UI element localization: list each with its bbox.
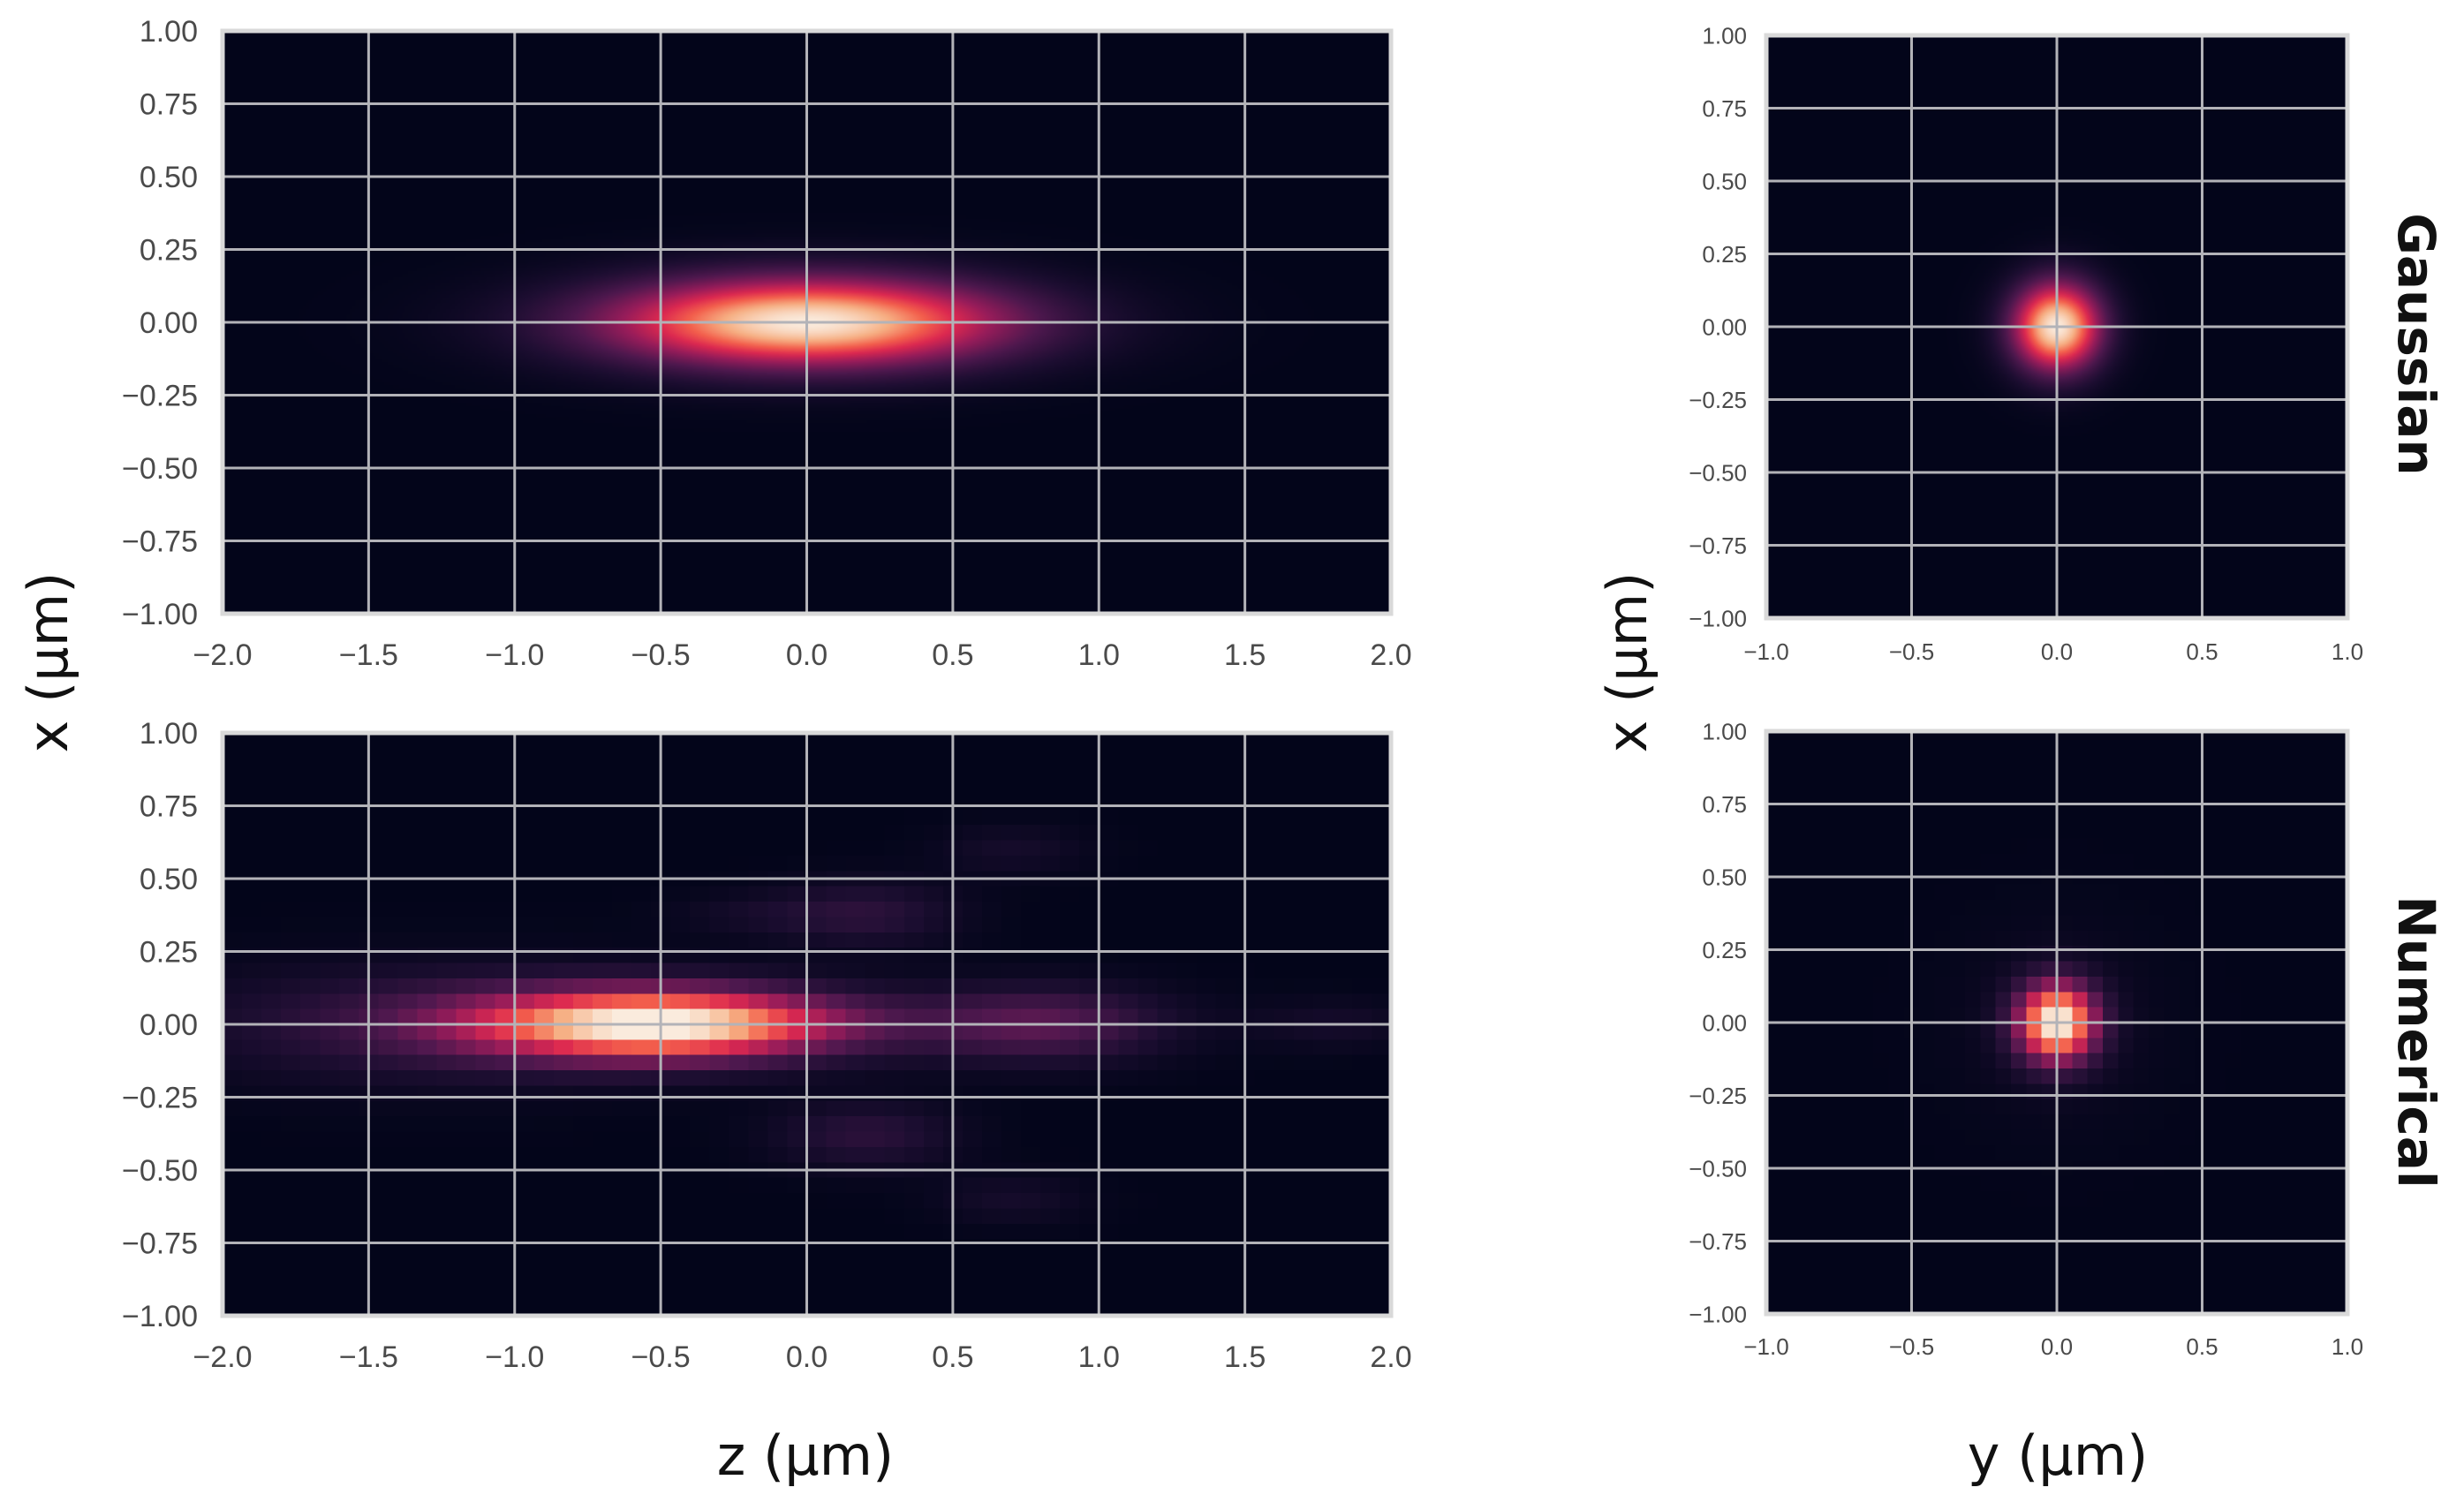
x-tick-label: −0.5: [631, 1340, 691, 1374]
x-tick-label: −1.0: [1743, 1333, 1788, 1360]
y-tick-label: −0.25: [1689, 1083, 1747, 1109]
y-tick-label: 0.75: [1702, 95, 1747, 122]
x-tick-label: 0.5: [932, 638, 973, 672]
y-tick-label: −0.50: [122, 1154, 198, 1188]
x-tick-label: 2.0: [1370, 638, 1411, 672]
x-tick-label: 0.5: [2186, 1333, 2218, 1360]
y-tick-label: 0.50: [1702, 864, 1747, 890]
x-tick-label: 1.0: [2332, 638, 2363, 665]
y-tick-label: −0.75: [122, 1227, 198, 1261]
y-tick-label: 0.00: [1702, 1009, 1747, 1036]
y-tick-label: −0.75: [1689, 532, 1747, 559]
right-x-axis-label: y (μm): [1968, 1423, 2149, 1488]
x-tick-label: −1.5: [339, 638, 398, 672]
x-tick-label: 1.5: [1224, 638, 1266, 672]
y-tick-label: −0.50: [122, 452, 198, 486]
x-tick-label: −0.5: [631, 638, 691, 672]
y-tick-label: −1.00: [122, 598, 198, 631]
y-tick-label: 0.75: [1702, 791, 1747, 818]
y-tick-label: −0.25: [1689, 387, 1747, 413]
y-tick-label: 0.00: [140, 1008, 198, 1042]
y-tick-label: 1.00: [140, 15, 198, 49]
x-tick-label: −0.5: [1889, 1333, 1934, 1360]
y-tick-label: −1.00: [1689, 1301, 1747, 1327]
x-tick-label: 0.0: [786, 1340, 828, 1374]
panel-numerical-xy: −1.0 −0.5 0.0 0.5 1.0 1.00 0.75 0.50 0.25 0.00 −0.…: [1689, 718, 2363, 1360]
y-tick-label: 1.00: [1702, 22, 1747, 49]
y-tick-label: −0.50: [1689, 459, 1747, 486]
y-tick-label: 0.75: [140, 88, 198, 122]
y-tick-label: −0.75: [122, 525, 198, 559]
y-tick-label: −0.25: [122, 1082, 198, 1115]
y-tick-label: 0.25: [1702, 241, 1747, 268]
x-tick-label: −1.0: [1743, 638, 1788, 665]
x-tick-label: 1.0: [1078, 638, 1120, 672]
y-tick-label: 0.75: [140, 790, 198, 824]
x-tick-label: −0.5: [1889, 638, 1934, 665]
y-tick-label: −0.50: [1689, 1155, 1747, 1182]
x-tick-label: 0.0: [786, 638, 828, 672]
x-tick-label: −1.5: [339, 1340, 398, 1374]
x-tick-label: −2.0: [193, 638, 252, 672]
x-tick-label: 1.5: [1224, 1340, 1266, 1374]
y-tick-label: 0.50: [140, 863, 198, 896]
x-tick-label: 0.5: [2186, 638, 2218, 665]
y-tick-label: 1.00: [140, 717, 198, 751]
x-tick-label: 0.0: [2041, 1333, 2073, 1360]
y-tick-label: 0.50: [140, 161, 198, 194]
panel-numerical-xz: −2.0 −1.5 −1.0 −0.5 0.0 0.5 1.0 1.5 2.0 1.00 0.75 0…: [122, 717, 1412, 1374]
left-y-axis-label: x (μm): [16, 572, 80, 753]
right-y-axis-label: x (μm): [1595, 572, 1659, 753]
x-tick-label: −2.0: [193, 1340, 252, 1374]
y-tick-label: −1.00: [122, 1300, 198, 1333]
row-label-gaussian: Gaussian: [2386, 213, 2446, 475]
x-tick-label: 0.0: [2041, 638, 2073, 665]
panel-gaussian-xz: −2.0 −1.5 −1.0 −0.5 0.0 0.5 1.0 1.5 2.0 1.00 0.75 0…: [122, 15, 1412, 672]
y-tick-label: 0.00: [1702, 313, 1747, 340]
y-tick-label: 0.25: [140, 234, 198, 268]
y-tick-label: 0.00: [140, 306, 198, 340]
x-tick-label: 2.0: [1370, 1340, 1411, 1374]
y-tick-label: −0.75: [1689, 1228, 1747, 1255]
y-tick-label: −0.25: [122, 380, 198, 413]
y-tick-label: 0.50: [1702, 168, 1747, 194]
x-tick-label: −1.0: [485, 638, 544, 672]
x-tick-label: 1.0: [1078, 1340, 1120, 1374]
y-tick-label: −1.00: [1689, 605, 1747, 631]
x-tick-label: −1.0: [485, 1340, 544, 1374]
left-x-axis-label: z (μm): [717, 1423, 894, 1488]
row-label-numerical: Numerical: [2386, 895, 2446, 1189]
axes-frame: [1764, 33, 2350, 621]
y-tick-label: 1.00: [1702, 718, 1747, 744]
x-tick-label: 1.0: [2332, 1333, 2363, 1360]
axes-frame: [1764, 729, 2350, 1317]
x-tick-label: 0.5: [932, 1340, 973, 1374]
axes-frame: [220, 28, 1394, 616]
y-tick-label: 0.25: [140, 936, 198, 970]
y-tick-label: 0.25: [1702, 937, 1747, 963]
axes-frame: [220, 730, 1394, 1318]
panel-gaussian-xy: −1.0 −0.5 0.0 0.5 1.0 1.00 0.75 0.50 0.25 0.00 −0.…: [1689, 22, 2363, 665]
